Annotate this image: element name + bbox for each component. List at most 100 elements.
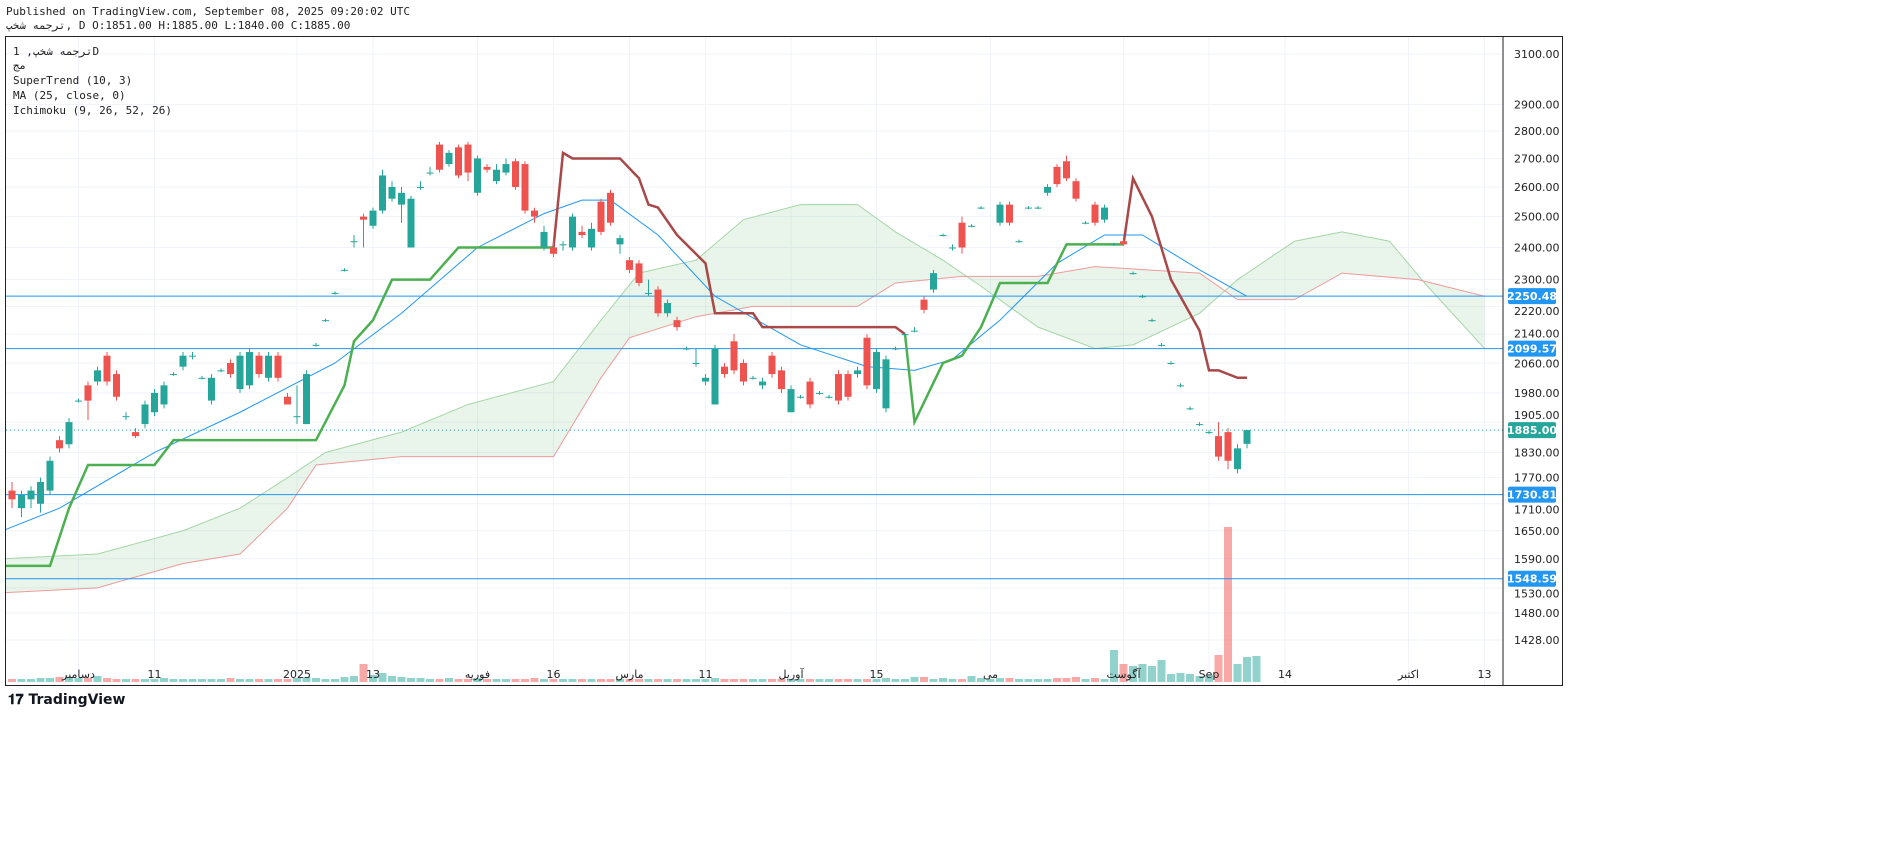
volume-bar — [578, 679, 586, 682]
volume-bar — [663, 679, 672, 682]
volume-bar — [188, 679, 197, 682]
price-tick-label: 3100.00 — [1514, 48, 1560, 61]
volume-bar — [169, 679, 178, 682]
volume-bar — [1157, 660, 1166, 682]
legend-supertrend[interactable]: SuperTrend (10, 3) — [13, 74, 133, 87]
time-tick-label: 13 — [366, 668, 380, 681]
volume-bar — [46, 678, 54, 682]
volume-bar — [1243, 657, 1251, 682]
volume-bar — [1034, 679, 1042, 682]
volume-bar — [473, 678, 482, 682]
candle-body — [94, 370, 101, 382]
candle-body — [512, 161, 519, 187]
volume-bar — [8, 679, 16, 682]
volume-bar — [540, 679, 548, 682]
candle-body — [977, 207, 985, 209]
candle-body — [1205, 432, 1213, 434]
price-tick-label: 1905.00 — [1514, 409, 1560, 422]
candle-body — [1044, 186, 1051, 193]
time-tick-label: آگوست — [1107, 667, 1142, 681]
candle-body — [417, 186, 424, 188]
time-tick-label: 11 — [148, 668, 162, 681]
candle-body — [407, 198, 415, 248]
candle-body — [569, 216, 576, 248]
time-tick-label: 16 — [547, 668, 561, 681]
candle-body — [531, 210, 538, 217]
candle-body — [1196, 424, 1203, 426]
price-tick-label: 2500.00 — [1514, 211, 1560, 224]
candle-body — [1053, 166, 1061, 185]
volume-bar — [1043, 679, 1052, 682]
ichimoku-cloud — [6, 204, 1485, 593]
price-tick-label: 1480.00 — [1514, 607, 1560, 620]
volume-bar — [948, 679, 957, 682]
time-tick-label: 15 — [870, 668, 884, 681]
volume-bar — [492, 679, 501, 682]
volume-bar — [511, 679, 520, 682]
candle-body — [502, 164, 510, 173]
candle-body — [863, 337, 871, 386]
volume-bar — [1233, 664, 1242, 682]
volume-bar — [606, 679, 615, 682]
candle-body — [521, 164, 529, 211]
time-tick-label: دسامبر — [61, 668, 95, 681]
volume-bar — [749, 679, 757, 682]
volume-bar — [435, 679, 444, 682]
candle-body — [1082, 222, 1089, 224]
volume-bar — [1252, 656, 1261, 682]
volume-bar — [521, 679, 529, 682]
volume-bar — [692, 679, 700, 682]
candle-body — [46, 460, 54, 491]
volume-bar — [1072, 677, 1080, 682]
volume-bar — [55, 677, 64, 682]
price-tick-label: 1428.00 — [1514, 634, 1560, 647]
candle-body — [227, 362, 234, 375]
volume-bar — [673, 679, 681, 682]
volume-bar — [882, 678, 890, 682]
candle-body — [170, 374, 177, 376]
volume-bar — [36, 678, 45, 682]
candle-body — [1072, 181, 1080, 199]
volume-bar — [635, 679, 643, 682]
candle-body — [778, 370, 785, 390]
volume-bar — [17, 679, 26, 682]
volume-bar — [796, 679, 805, 682]
volume-bar — [141, 679, 149, 682]
time-tick-label: 13 — [1478, 668, 1492, 681]
time-tick-label: 2025 — [283, 668, 311, 681]
candle-body — [398, 192, 405, 205]
candle-body — [825, 396, 833, 398]
price-tick-label: 2600.00 — [1514, 181, 1560, 194]
candle-body — [160, 385, 168, 405]
volume-bar — [1005, 678, 1014, 682]
volume-bar — [312, 678, 320, 682]
volume-bar — [587, 679, 596, 682]
candle-body — [835, 374, 842, 401]
candle-body — [360, 216, 367, 220]
time-tick-label: آوریل — [778, 667, 804, 681]
candle-body — [37, 481, 44, 504]
volume-bar — [388, 676, 396, 682]
volume-bar — [397, 677, 406, 682]
legend-symbol: ترجمه شخپ, 1D — [13, 45, 100, 58]
chart-frame[interactable] — [5, 36, 1563, 686]
price-tick-label: 2220.00 — [1514, 305, 1560, 318]
candle-body — [882, 359, 890, 409]
volume-bar — [939, 678, 947, 682]
price-tick-label: 1650.00 — [1514, 525, 1560, 538]
candle-body — [1129, 273, 1137, 275]
price-tick-label: 2140.00 — [1514, 328, 1560, 341]
volume-bar — [825, 679, 833, 682]
candle-body — [1158, 344, 1165, 346]
volume-bar — [160, 678, 168, 682]
legend-ma[interactable]: MA (25, close, 0) — [13, 89, 126, 102]
volume-bar — [122, 679, 130, 682]
candle-body — [692, 362, 700, 364]
last-price-badge-bg — [1508, 422, 1556, 439]
legend-ichimoku[interactable]: Ichimoku (9, 26, 52, 26) — [13, 104, 172, 117]
volume-bar — [1015, 679, 1023, 682]
candle-body — [1063, 161, 1070, 179]
candle-body — [730, 341, 738, 371]
candle-body — [968, 225, 975, 227]
